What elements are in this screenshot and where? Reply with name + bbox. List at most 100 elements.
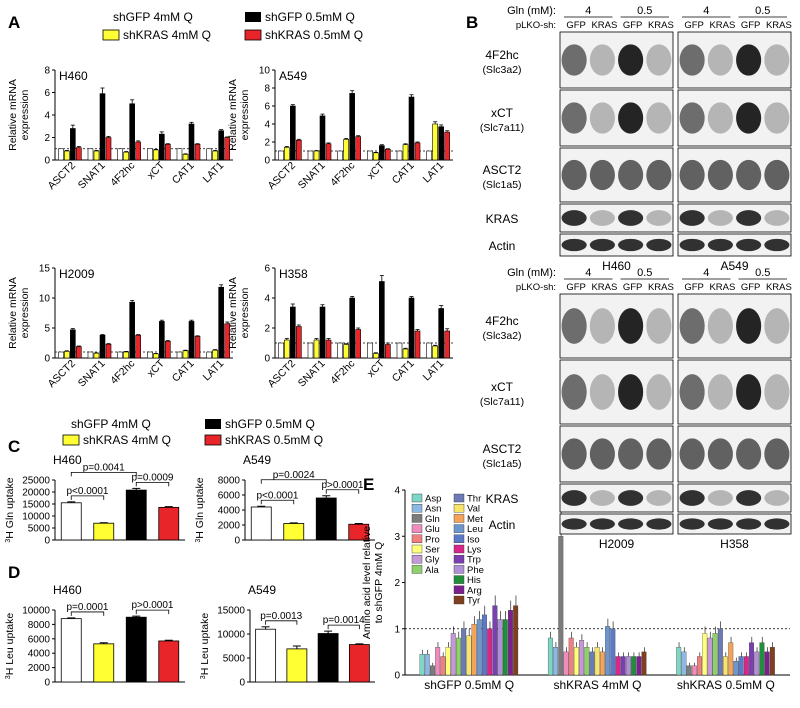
bar [396,150,403,161]
legend-label: Gln [425,514,440,525]
bar [158,506,180,541]
bar [129,301,135,359]
blot-cell-label: H358 [720,537,749,551]
y-axis-label: Relative mRNAexpression [227,79,251,151]
blot-band [646,490,672,506]
bar [492,605,498,676]
blot-band [764,308,790,344]
blot-band [764,490,790,506]
blot-band [679,518,705,530]
bar [296,139,302,161]
blot-band [736,210,762,226]
blot-band [736,374,762,410]
p-value-label: p=0.0041 [83,462,125,473]
blot-band [618,308,644,344]
bar [697,656,702,676]
y-axis-label: 3H Gln uptake [194,477,206,542]
cell-label: A549 [243,453,271,467]
bar [438,126,444,161]
legend-label: Iso [467,534,480,545]
bar [759,642,765,676]
blot-band [707,159,733,191]
bar [738,656,744,676]
bar [307,150,314,161]
bar [343,139,349,161]
blot-band [561,438,587,470]
y-axis-label: Relative mRNAexpression [227,277,251,349]
blot-band [646,374,672,410]
x-tick-label: ASCT2 [46,160,79,193]
bar [87,148,94,161]
y-tick-label: 1 [394,624,400,635]
blot-band [679,44,705,76]
bar [182,350,189,359]
bar [568,637,574,676]
bar [373,152,379,161]
lane-label: GFP [684,282,704,293]
y-tick-label: 5000 [223,654,246,665]
y-tick-label: 8000 [28,620,51,631]
bar [589,651,595,676]
legend-label: Val [467,504,480,515]
x-tick-label: 4F2hc [108,358,137,387]
y-tick-label: 10000 [22,606,50,617]
p-value-label: p>0.0001 [132,600,174,611]
blot-band [707,308,733,344]
bar [625,656,631,676]
cell-label: H358 [279,267,308,281]
blot-box [559,31,674,89]
blot-band [618,438,644,470]
legend-c-shkras05: shKRAS 0.5mM Q [225,433,323,447]
blot-band [561,159,587,191]
bar [317,633,339,683]
bar [558,536,564,676]
legend-swatch [453,585,465,594]
legend-label: Ser [425,545,440,556]
bar [158,640,180,683]
bar [605,626,611,676]
lane-label: KRAS [591,282,617,293]
y-axis-label: 3H Leu uptake [199,613,211,680]
blot-band [589,159,615,191]
blot-band [679,490,705,506]
p-value-label: p<0.0001 [67,486,109,497]
bar [355,136,361,161]
chart-c-h460: 3H Gln uptake 0500010000150002000025000H4… [4,453,185,547]
y-tick-label: 4 [394,486,400,497]
bar [135,141,141,161]
legend-c-shgfp05: shGFP 0.5mM Q [225,417,315,431]
chart-a-h460: Relative mRNAexpression 0 2 4 6 8 H460 ASCT2SNA… [7,66,233,193]
blot-band [736,308,762,344]
group-label: shKRAS 4mM Q [553,678,641,692]
legend-a-shkras05: shKRAS 0.5mM Q [265,28,363,42]
bar [99,334,106,359]
y-tick-label: 2000 [218,521,241,532]
bar [176,148,183,161]
bar [438,308,444,359]
legend-swatch [453,524,465,533]
bar [553,647,559,676]
y-tick-label: 0 [239,678,245,689]
group-label: shGFP 0.5mM Q [424,678,514,692]
bar [337,150,343,161]
blot-band [646,438,672,470]
x-tick-label: 4F2hc [328,160,357,189]
bar [636,656,642,676]
x-tick-label: xCT [145,159,168,182]
blot-band [589,438,615,470]
panel-label-e: E [363,475,374,494]
blot-band [679,438,705,470]
lane-label: GFP [623,20,643,31]
cell-label: H460 [53,453,82,467]
blot-row-label: 4F2hc [485,314,518,328]
blot-band [561,210,587,226]
bar [440,656,446,676]
conc-label: 0.5 [637,267,652,279]
p-value-label: p=0.0024 [273,470,315,481]
y-tick-label: 8000 [218,476,241,487]
lane-label: GFP [741,282,761,293]
p-bracket [135,609,170,615]
legend-label: Lys [467,545,482,556]
lane-label: GFP [684,20,704,31]
blot-band [679,159,705,191]
